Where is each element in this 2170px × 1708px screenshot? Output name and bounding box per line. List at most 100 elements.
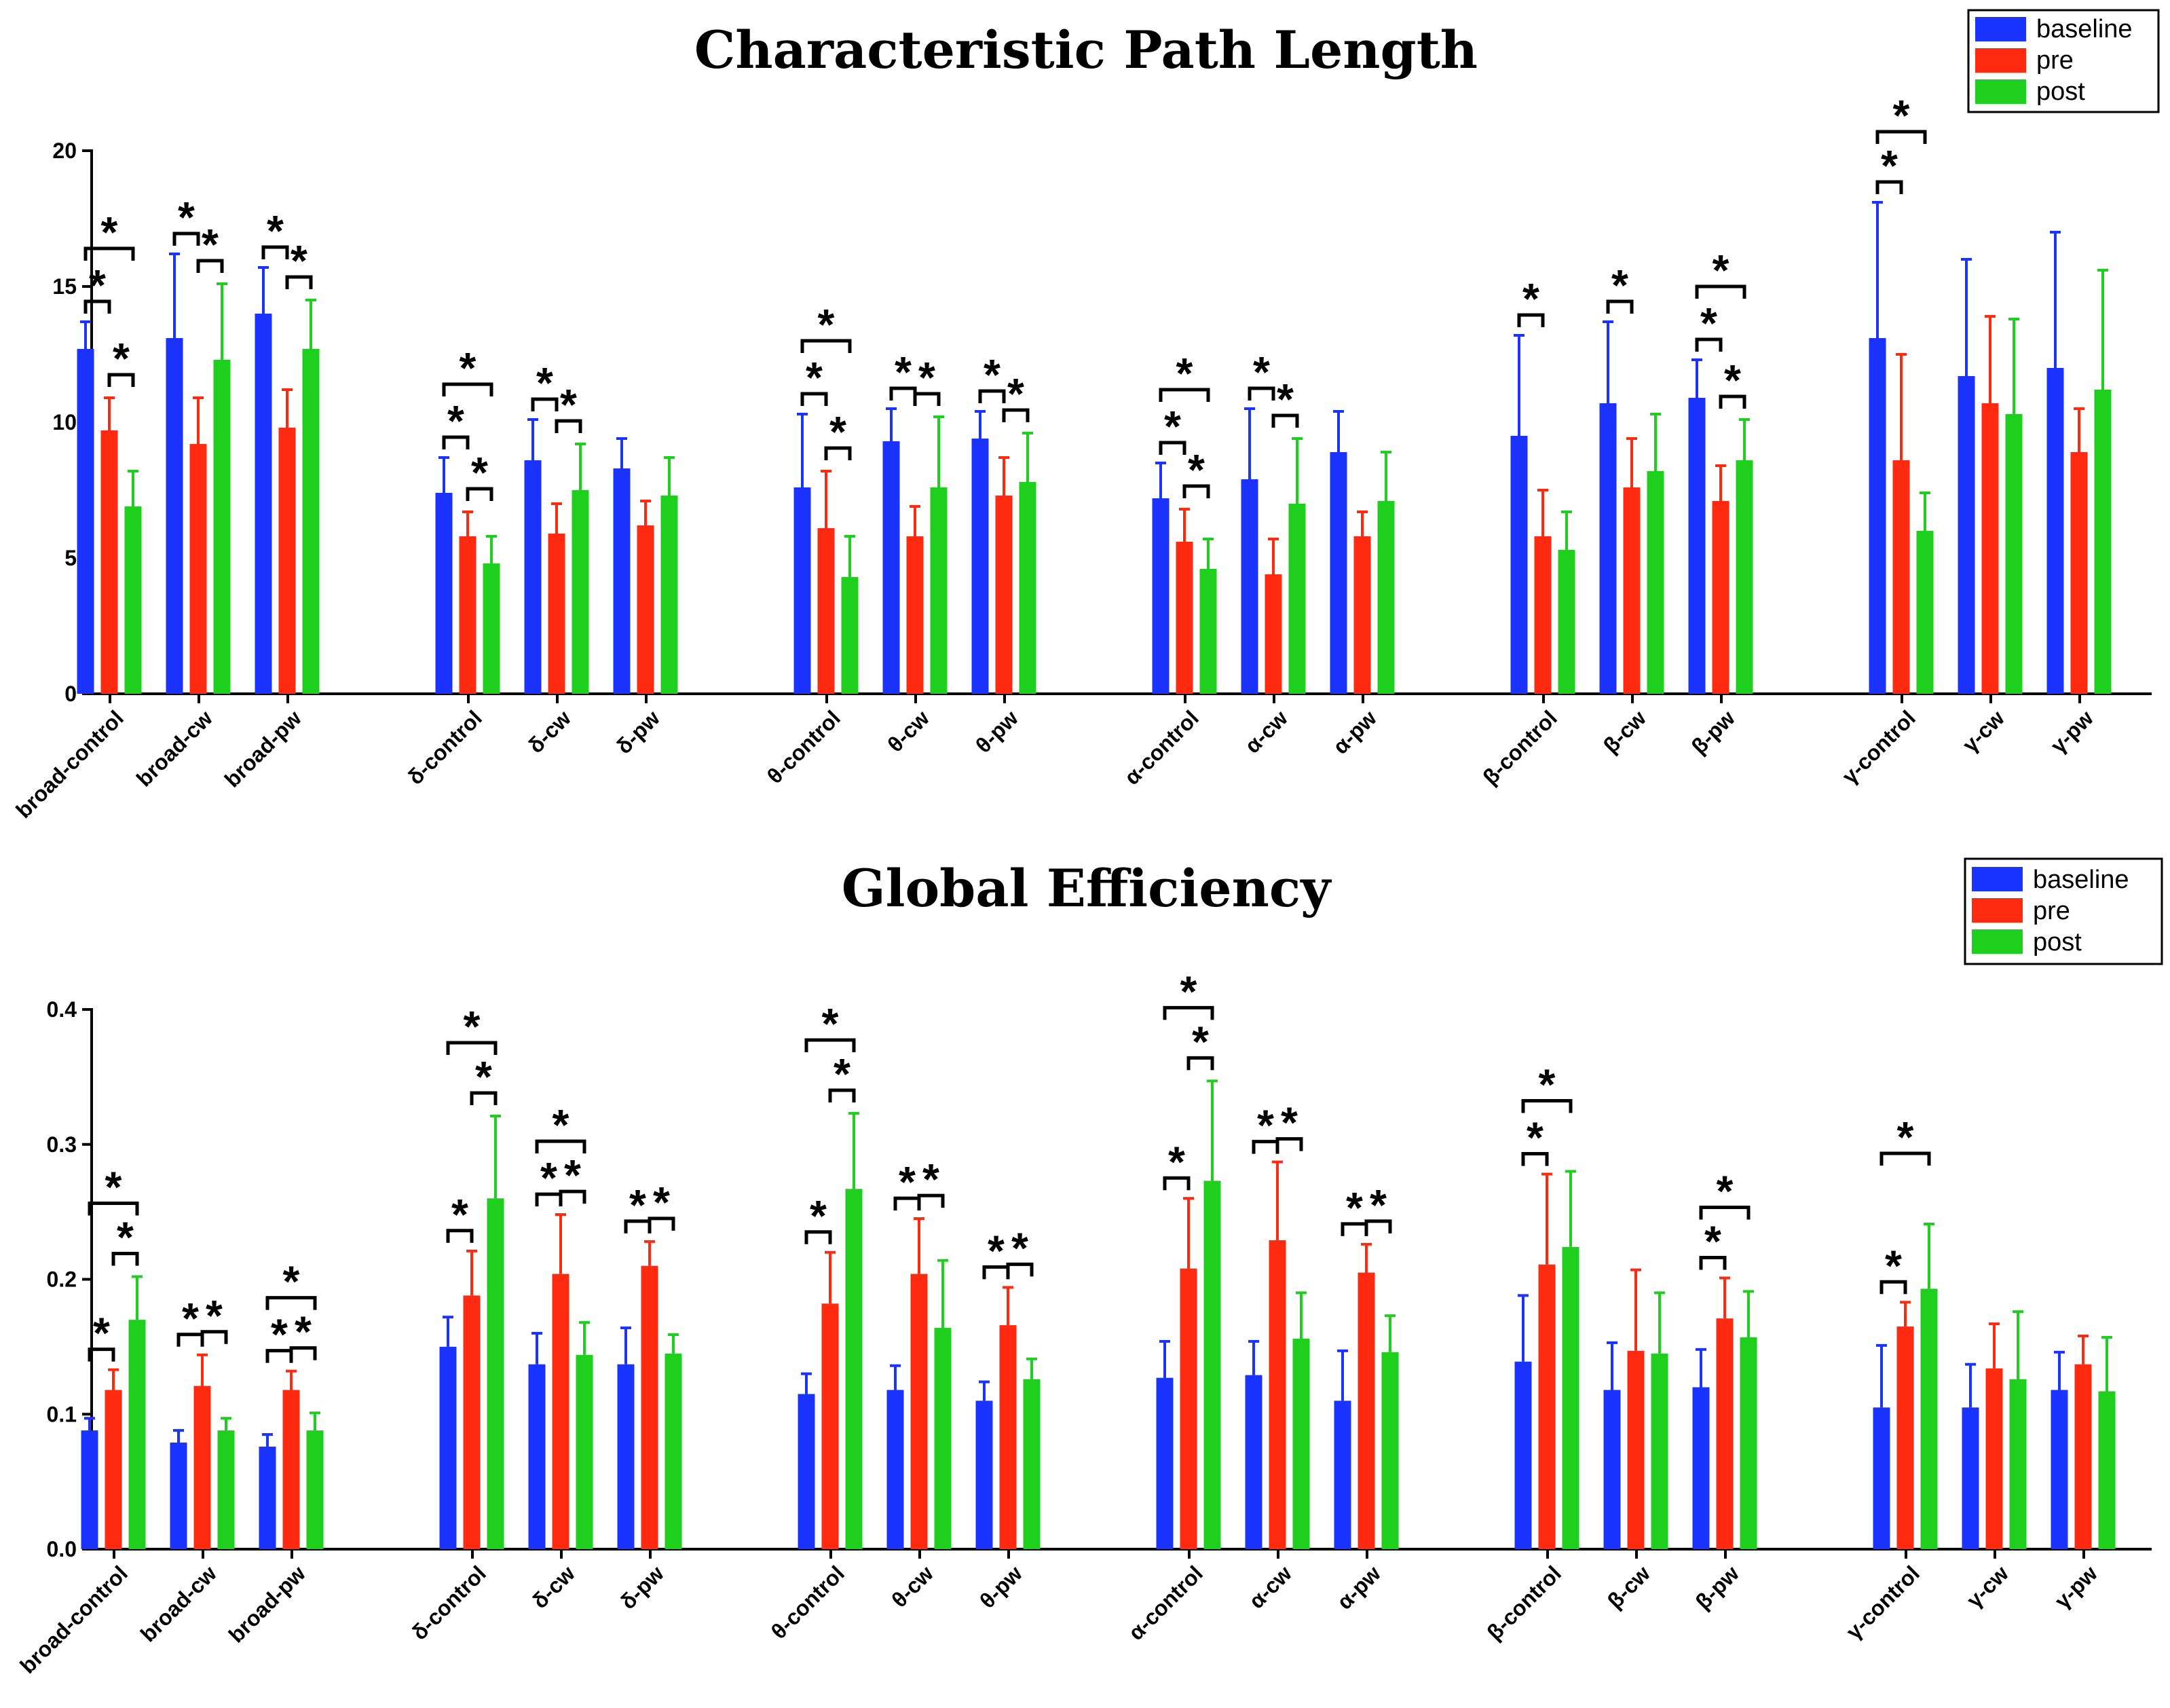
significance-star: * (1527, 1113, 1544, 1162)
significance-bracket (88, 1348, 115, 1362)
bar-post (1558, 550, 1575, 694)
significance-star: * (206, 1291, 223, 1340)
significance-star: * (560, 380, 577, 429)
bar-pre (193, 1386, 211, 1549)
bar-pre (1176, 542, 1193, 694)
significance-star: * (1717, 1167, 1734, 1216)
significance-bracket (800, 339, 852, 353)
x-tick-label: β-control (1478, 705, 1561, 789)
bar-baseline (2051, 1390, 2068, 1549)
x-tick-label: θ-control (766, 1561, 849, 1644)
x-tick-label: δ-control (403, 705, 487, 789)
bar-pre (1985, 1368, 2003, 1549)
x-tick-label: θ-cw (883, 705, 934, 756)
y-tick-label: 0.1 (47, 1402, 77, 1426)
bar-post (1199, 569, 1217, 694)
bar-baseline (613, 468, 631, 694)
significance-bracket (1159, 441, 1186, 455)
bar-post (217, 1430, 235, 1549)
x-tick-label: δ-pw (616, 1561, 669, 1614)
bar-post (306, 1430, 324, 1549)
legend-swatch-post (1972, 929, 2023, 954)
bar-pre (995, 496, 1013, 694)
significance-bracket (1002, 408, 1030, 422)
significance-bracket (1159, 388, 1210, 402)
significance-bracket (1163, 1005, 1214, 1020)
bar-baseline (2046, 368, 2064, 694)
bar-baseline (435, 493, 453, 694)
bar-post (1740, 1337, 1757, 1549)
significance-bracket (446, 1229, 474, 1243)
significance-star: * (1192, 1017, 1209, 1066)
significance-bracket (1879, 1280, 1907, 1295)
bar-baseline (1514, 1361, 1532, 1549)
x-tick-label: broad-control (11, 705, 128, 823)
significance-bracket (200, 1330, 228, 1344)
significance-bracket (1517, 313, 1545, 327)
significance-bracket (442, 382, 493, 396)
significance-star: * (1522, 274, 1539, 323)
significance-bracket (265, 1296, 317, 1310)
significance-star: * (822, 999, 839, 1048)
bar-baseline (1692, 1387, 1710, 1549)
significance-star: * (267, 206, 284, 255)
bar-post (576, 1354, 593, 1549)
bar-pre (2074, 1364, 2092, 1549)
bar-baseline (798, 1394, 815, 1549)
significance-bracket (804, 1230, 832, 1244)
legend: baseline pre post (1964, 857, 2163, 965)
significance-bracket (1006, 1262, 1034, 1277)
significance-bracket (1521, 1099, 1573, 1113)
significance-bracket (978, 389, 1006, 403)
bar-post (2094, 390, 2112, 694)
y-tick-label: 15 (52, 274, 77, 299)
significance-bracket (1875, 130, 1927, 144)
x-tick-label: θ-cw (887, 1561, 938, 1612)
bar-baseline (170, 1442, 187, 1549)
chart-title: Characteristic Path Length (694, 20, 1478, 80)
significance-star: * (113, 334, 130, 383)
significance-bracket (285, 275, 313, 289)
x-tick-label: γ-pw (2046, 705, 2098, 758)
bar-baseline (81, 1430, 98, 1549)
bar-post (1203, 1181, 1221, 1549)
bar-baseline (1958, 376, 1975, 694)
significance-star: * (451, 1190, 468, 1239)
bar-pre (548, 534, 565, 694)
significance-bracket (1699, 1256, 1727, 1270)
significance-star: * (1011, 1223, 1028, 1272)
bar-post (1023, 1379, 1041, 1549)
significance-star: * (89, 261, 106, 310)
x-tick-label: β-pw (1687, 705, 1740, 758)
significance-star: * (1176, 349, 1193, 398)
legend-swatch-pre (1972, 898, 2023, 923)
bar-baseline (439, 1346, 457, 1549)
significance-star: * (564, 1151, 581, 1200)
significance-star: * (1724, 356, 1741, 405)
significance-star: * (810, 1191, 827, 1240)
bar-baseline (1869, 338, 1886, 694)
x-tick-label: γ-cw (1962, 1561, 2013, 1612)
bar-baseline (1245, 1375, 1262, 1549)
significance-star: * (447, 396, 464, 445)
significance-star: * (1346, 1183, 1363, 1232)
bar-post (934, 1328, 952, 1549)
significance-star: * (1168, 1137, 1185, 1186)
x-tick-label: α-cw (1240, 705, 1292, 758)
significance-star: * (922, 1155, 939, 1204)
bar-baseline (975, 1400, 993, 1549)
significance-bracket (470, 1091, 498, 1106)
bar-pre (906, 536, 924, 694)
bar-pre (1534, 536, 1552, 694)
y-tick-label: 20 (52, 138, 77, 163)
x-tick-label: δ-cw (527, 1561, 580, 1613)
bar-post (1292, 1338, 1310, 1549)
significance-bracket (446, 1041, 498, 1056)
significance-star: * (1893, 91, 1910, 140)
bar-pre (999, 1325, 1017, 1549)
significance-star: * (834, 1050, 850, 1098)
bar-post (1651, 1353, 1668, 1549)
bar-baseline (1603, 1390, 1621, 1549)
y-tick-label: 0 (64, 682, 77, 706)
